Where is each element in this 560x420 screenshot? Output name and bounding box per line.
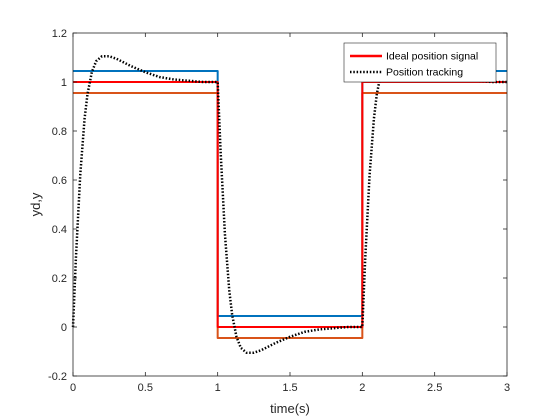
y-axis-label: yd,y <box>28 192 43 216</box>
x-tick-label: 1.5 <box>282 382 297 394</box>
y-tick-label: -0.2 <box>48 371 67 383</box>
y-tick-label: 0.8 <box>52 126 67 138</box>
y-tick-label: 0.2 <box>52 273 67 285</box>
x-tick-label: 0.5 <box>138 382 153 394</box>
x-tick-label: 1 <box>215 382 221 394</box>
y-tick-label: 0.6 <box>52 175 67 187</box>
x-axis-label: time(s) <box>270 401 310 416</box>
x-tick-label: 2 <box>359 382 365 394</box>
ticks-layer: 0 0.5 1 1.5 2 2.5 3-0.200.20.40.60.811.2 <box>48 28 510 394</box>
plot-area <box>73 33 507 376</box>
y-tick-label: 0 <box>61 322 67 334</box>
legend-label-position-tracking: Position tracking <box>386 67 463 79</box>
legend: Ideal position signal Position tracking <box>343 42 497 83</box>
x-tick-label: 0 <box>70 382 76 394</box>
y-tick-label: 0.4 <box>52 224 67 236</box>
x-tick-label: 2.5 <box>427 382 442 394</box>
legend-label-ideal-position: Ideal position signal <box>386 51 478 63</box>
x-tick-label: 3 <box>504 382 510 394</box>
y-tick-label: 1 <box>61 77 67 89</box>
legend-box <box>343 42 497 83</box>
y-tick-label: 1.2 <box>52 28 67 40</box>
